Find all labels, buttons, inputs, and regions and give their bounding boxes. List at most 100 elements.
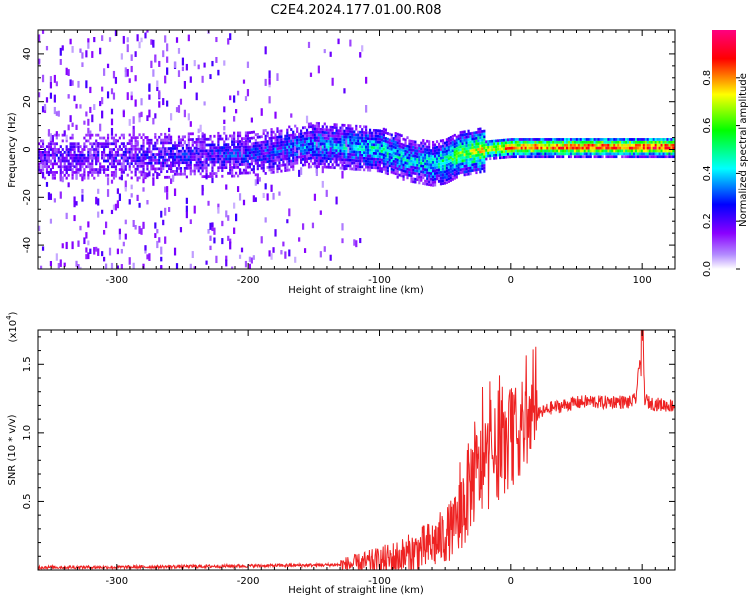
spectrogram-cell [47, 165, 51, 169]
spectrogram-cell [211, 146, 214, 150]
spectrogram-cell [242, 148, 246, 152]
spectrogram-cell [301, 143, 305, 147]
spectrogram-cell [410, 139, 413, 143]
spectrogram-cell [325, 148, 328, 152]
spectrogram-cell [264, 172, 267, 175]
spectrogram-cell [83, 159, 86, 163]
spectrogram-cell [75, 156, 78, 160]
spectrogram-cell [160, 256, 163, 262]
spectrogram-cell [73, 215, 76, 222]
snr-y-tick-label: 1.5 [22, 356, 33, 372]
spectrogram-cell [394, 143, 397, 147]
spectrogram-cell [406, 170, 409, 174]
spectrogram-cell [670, 140, 673, 144]
spectrogram-cell [262, 169, 265, 173]
spectrogram-cell [215, 152, 218, 155]
spectrogram-cell [71, 46, 74, 53]
spectrogram-cell [422, 170, 425, 174]
spectrogram-cell [112, 142, 116, 146]
spectrogram-cell [140, 156, 143, 160]
spectrogram-cell [53, 106, 56, 115]
spectrogram-cell [357, 142, 360, 145]
spectrogram-cell [207, 157, 210, 161]
spectrogram-cell [79, 150, 82, 154]
spectrogram-cell [258, 158, 261, 162]
spectrogram-cell [262, 160, 265, 164]
spectrogram-cell [112, 148, 116, 151]
spectrogram-cell [325, 165, 328, 169]
spectrogram-cell [329, 51, 332, 57]
spectrogram-cell [660, 138, 663, 141]
spectrogram-cell [621, 140, 624, 144]
spectrogram-cell [51, 153, 54, 157]
spectrogram-cell [522, 143, 525, 147]
spectrogram-cell [398, 156, 401, 160]
spectrogram-cell [550, 146, 553, 150]
spectrogram-cell [128, 78, 131, 83]
spectrogram-cell [298, 138, 301, 142]
spectrogram-cell [382, 159, 385, 163]
spectrogram-cell [475, 171, 478, 175]
spectrogram-cell [168, 150, 171, 153]
spectrogram-cell [428, 171, 431, 175]
spectrogram-cell [99, 47, 102, 55]
spectrogram-cell [223, 119, 226, 125]
spectrogram-cell [428, 180, 431, 184]
spectrogram-cell [236, 157, 240, 161]
spectrogram-cell [595, 152, 598, 156]
spectrogram-cell [534, 146, 537, 150]
spectrogram-cell [477, 133, 480, 137]
spectrogram-cell [376, 155, 380, 158]
spectrogram-cell [41, 165, 45, 169]
spectrogram-cell [481, 130, 484, 133]
spectrogram-cell [355, 139, 358, 142]
spectrogram-cell [53, 162, 56, 166]
spectrogram-cell [213, 149, 216, 153]
spectrogram-cell [477, 127, 480, 131]
spectrogram-cell [284, 169, 287, 172]
spectrogram-cell [652, 149, 655, 153]
spectrogram-cell [38, 156, 41, 160]
spectrogram-cell [335, 146, 338, 150]
spectrogram-cell [325, 131, 328, 135]
spectrogram-cell [71, 80, 74, 86]
spectrogram-cell [136, 162, 139, 165]
spectrogram-cell [146, 164, 149, 168]
spectrogram-cell [625, 138, 628, 141]
spectrogram-cell [603, 149, 606, 153]
spectrogram-cell [150, 164, 153, 168]
spectrogram-cell [546, 152, 549, 156]
spectrogram-cell [556, 146, 559, 150]
spectrogram-cell [114, 153, 118, 157]
spectrogram-cell [335, 134, 338, 138]
spectrogram-cell [38, 165, 41, 169]
spectrogram-cell [567, 138, 571, 141]
spectrogram-cell [376, 137, 380, 141]
spectrogram-cell [372, 151, 376, 155]
spectrogram-cell [459, 168, 462, 172]
spectrogram-cell [445, 143, 449, 147]
spectrogram-cell [140, 98, 143, 106]
spectrogram-cell [455, 135, 458, 139]
spectrogram-cell [355, 136, 358, 140]
spectrogram-cell [367, 131, 370, 135]
spectrogram-cell [493, 139, 496, 143]
spectrogram-cell [296, 153, 299, 156]
spectrogram-cell [337, 143, 340, 147]
spectrogram-cell [252, 167, 255, 171]
spectrogram-cell [595, 143, 598, 147]
spectrogram-cell [61, 153, 64, 160]
spectrogram-cell [91, 168, 94, 171]
spectrogram-cell [459, 171, 462, 175]
spectrogram-cell [374, 160, 378, 164]
spectrogram-cell [195, 163, 198, 167]
spectrogram-cell [357, 159, 360, 163]
spectrogram-cell [112, 204, 116, 210]
spectrogram-cell [97, 198, 100, 206]
spectrogram-cell [229, 134, 232, 138]
spectrogram-cell [164, 35, 167, 43]
spectrogram-cell [400, 168, 403, 172]
spectrogram-cell [268, 78, 271, 85]
spectrogram-cell [97, 150, 100, 154]
spectrogram-cell [305, 131, 309, 135]
